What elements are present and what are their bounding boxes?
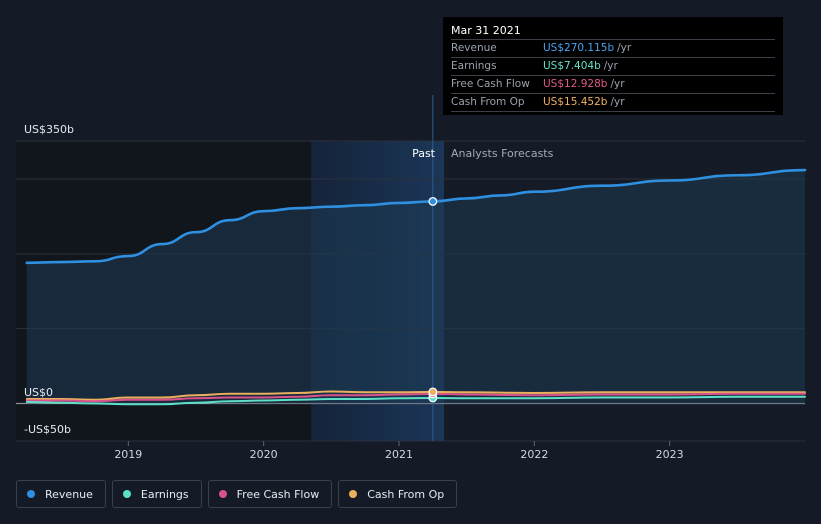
legend-item-cash-from-op[interactable]: Cash From Op: [338, 480, 458, 508]
tooltip-value: US$12.928b: [543, 78, 608, 90]
legend-label: Revenue: [45, 487, 93, 501]
chart-legend: Revenue Earnings Free Cash Flow Cash Fro…: [16, 480, 463, 508]
tooltip-row-cash-from-op: Cash From Op US$15.452b /yr: [451, 94, 775, 112]
data-tooltip: Mar 31 2021 Revenue US$270.115b /yr Earn…: [443, 17, 783, 115]
tooltip-value: US$270.115b: [543, 42, 615, 54]
marker-cash-from-op: [428, 387, 438, 397]
legend-label: Free Cash Flow: [236, 487, 320, 501]
tooltip-label: Revenue: [451, 42, 497, 54]
legend-label: Earnings: [140, 487, 189, 501]
marker-revenue: [428, 196, 438, 206]
tooltip-unit: /yr: [610, 96, 625, 108]
legend-label: Cash From Op: [367, 487, 445, 501]
series-line-earnings: [25, 395, 806, 406]
tooltip-unit: /yr: [617, 42, 632, 54]
series-line-revenue: [25, 168, 807, 265]
tooltip-label: Free Cash Flow: [451, 78, 530, 90]
tooltip-row-earnings: Earnings US$7.404b /yr: [451, 58, 775, 76]
tooltip-label: Cash From Op: [451, 96, 525, 108]
series-lines: [25, 168, 807, 406]
x-tick-label: 2022: [520, 448, 548, 461]
legend-item-earnings[interactable]: Earnings: [111, 480, 202, 508]
tooltip-unit: /yr: [610, 78, 625, 90]
x-tick-label: 2019: [114, 448, 142, 461]
y-tick-label-zero: US$0: [24, 386, 53, 399]
revenue-dot-icon: [27, 490, 35, 498]
x-tick-label: 2021: [385, 448, 413, 461]
y-tick-label-bottom: -US$50b: [24, 423, 71, 436]
tooltip-value: US$7.404b: [543, 60, 601, 72]
tooltip-date: Mar 31 2021: [451, 23, 775, 40]
x-axis: 2019 2020 2021 2022 2023: [114, 441, 684, 461]
forecast-label: Analysts Forecasts: [451, 147, 554, 160]
tooltip-label: Earnings: [451, 60, 497, 72]
series-line-cash-from-op: [25, 390, 806, 401]
x-tick-label: 2023: [656, 448, 684, 461]
series-line-free-cash-flow: [25, 392, 806, 403]
tooltip-unit: /yr: [603, 60, 618, 72]
tooltip-row-free-cash-flow: Free Cash Flow US$12.928b /yr: [451, 76, 775, 94]
legend-item-free-cash-flow[interactable]: Free Cash Flow: [207, 480, 333, 508]
y-tick-label-top: US$350b: [24, 123, 74, 136]
tooltip-row-revenue: Revenue US$270.115b /yr: [451, 40, 775, 58]
legend-item-revenue[interactable]: Revenue: [16, 480, 106, 508]
earnings-dot-icon: [122, 490, 131, 498]
free-cash-flow-dot-icon: [218, 490, 227, 498]
revenue-area: [26, 170, 805, 404]
tooltip-value: US$15.452b: [543, 96, 608, 108]
highlight-markers: [428, 196, 438, 403]
cash-from-op-dot-icon: [349, 490, 358, 498]
x-tick-label: 2020: [250, 448, 278, 461]
past-label: Past: [412, 147, 436, 160]
